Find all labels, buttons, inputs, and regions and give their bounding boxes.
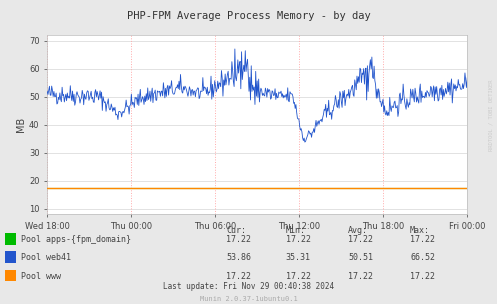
Text: 50.51: 50.51 [348,253,373,262]
Text: 17.22: 17.22 [348,271,373,281]
Text: Min:: Min: [286,226,306,236]
Text: 17.22: 17.22 [410,235,435,244]
Text: 35.31: 35.31 [286,253,311,262]
Text: RRDTOOL / TOBI OETIKER: RRDTOOL / TOBI OETIKER [489,80,494,151]
Text: 17.22: 17.22 [226,235,251,244]
Text: Max:: Max: [410,226,430,236]
Text: Munin 2.0.37-1ubuntu0.1: Munin 2.0.37-1ubuntu0.1 [200,296,297,302]
Text: 17.22: 17.22 [410,271,435,281]
Text: 53.86: 53.86 [226,253,251,262]
Text: 17.22: 17.22 [286,235,311,244]
Text: 17.22: 17.22 [226,271,251,281]
Text: 66.52: 66.52 [410,253,435,262]
Text: Pool apps-{fpm_domain}: Pool apps-{fpm_domain} [21,235,131,244]
Text: Cur:: Cur: [226,226,246,236]
Text: PHP-FPM Average Process Memory - by day: PHP-FPM Average Process Memory - by day [127,11,370,21]
Text: Last update: Fri Nov 29 00:40:38 2024: Last update: Fri Nov 29 00:40:38 2024 [163,282,334,291]
Text: Avg:: Avg: [348,226,368,236]
Y-axis label: MB: MB [16,117,26,132]
Text: 17.22: 17.22 [286,271,311,281]
Text: Pool web41: Pool web41 [21,253,71,262]
Text: Pool www: Pool www [21,271,61,281]
Text: 17.22: 17.22 [348,235,373,244]
